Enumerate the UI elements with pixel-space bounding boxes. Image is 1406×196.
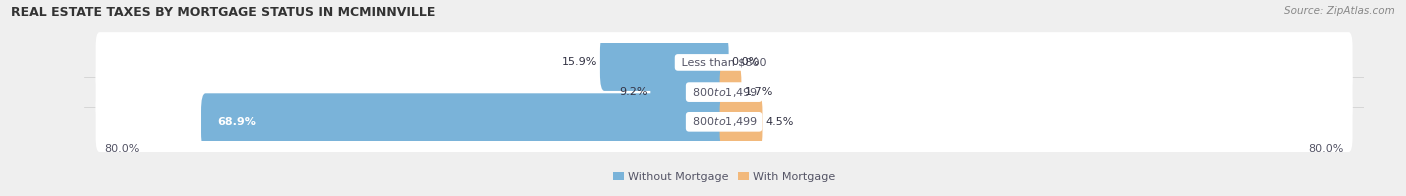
Text: Source: ZipAtlas.com: Source: ZipAtlas.com xyxy=(1284,6,1395,16)
Text: $800 to $1,499: $800 to $1,499 xyxy=(689,115,759,128)
Text: 1.7%: 1.7% xyxy=(744,87,773,97)
Text: REAL ESTATE TAXES BY MORTGAGE STATUS IN MCMINNVILLE: REAL ESTATE TAXES BY MORTGAGE STATUS IN … xyxy=(11,6,436,19)
Legend: Without Mortgage, With Mortgage: Without Mortgage, With Mortgage xyxy=(609,168,839,187)
Text: Less than $800: Less than $800 xyxy=(678,57,770,67)
Text: 68.9%: 68.9% xyxy=(217,117,256,127)
Text: 4.5%: 4.5% xyxy=(765,117,794,127)
FancyBboxPatch shape xyxy=(96,92,1353,152)
Text: $800 to $1,499: $800 to $1,499 xyxy=(689,86,759,99)
FancyBboxPatch shape xyxy=(720,93,762,150)
FancyBboxPatch shape xyxy=(600,34,728,91)
FancyBboxPatch shape xyxy=(720,64,741,121)
FancyBboxPatch shape xyxy=(201,93,728,150)
Text: 9.2%: 9.2% xyxy=(619,87,647,97)
Text: 0.0%: 0.0% xyxy=(731,57,759,67)
FancyBboxPatch shape xyxy=(96,32,1353,93)
FancyBboxPatch shape xyxy=(96,62,1353,122)
FancyBboxPatch shape xyxy=(651,64,728,121)
Text: 15.9%: 15.9% xyxy=(561,57,598,67)
